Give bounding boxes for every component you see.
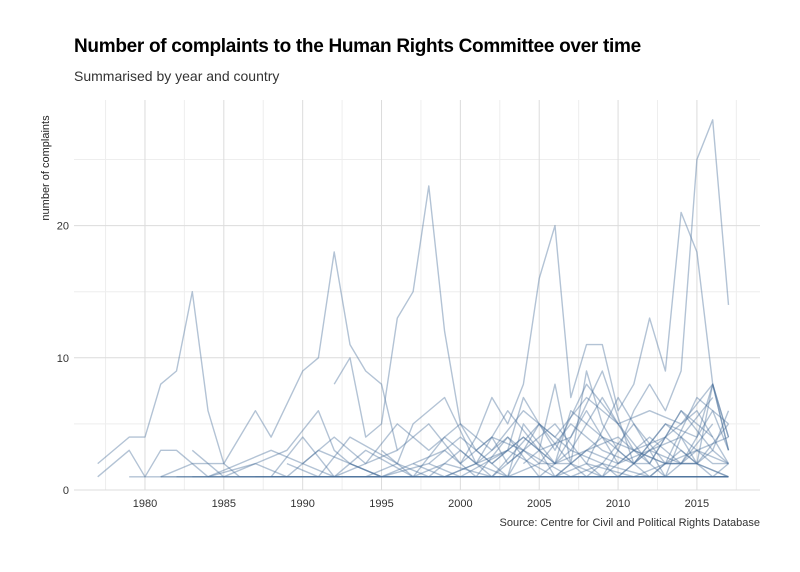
series-line-18 bbox=[507, 396, 730, 478]
x-tick-label: 2005 bbox=[527, 498, 551, 510]
x-tick-label: 1985 bbox=[212, 498, 236, 510]
series-line-14 bbox=[428, 423, 714, 465]
x-axis: 1980 1985 1990 1995 2000 2005 2010 2015 bbox=[133, 498, 709, 510]
series-line-13 bbox=[381, 370, 730, 478]
x-tick-label: 1990 bbox=[290, 498, 314, 510]
series-line-7 bbox=[538, 119, 730, 465]
chart-title: Number of complaints to the Human Rights… bbox=[74, 36, 641, 57]
series-line-2 bbox=[97, 449, 240, 478]
series-line-20 bbox=[586, 383, 730, 478]
x-tick-label: 2000 bbox=[448, 498, 472, 510]
series-line-11 bbox=[286, 396, 729, 478]
series-line-4 bbox=[191, 410, 382, 478]
x-tick-label: 2010 bbox=[606, 498, 630, 510]
series-line-10 bbox=[270, 396, 714, 478]
series-line-12 bbox=[365, 383, 730, 478]
series-line-5 bbox=[333, 185, 524, 465]
grid-lines bbox=[74, 100, 760, 491]
series-line-31 bbox=[617, 449, 729, 478]
series-line-28 bbox=[302, 449, 729, 478]
y-tick-label: 10 bbox=[57, 353, 69, 365]
series-line-29 bbox=[349, 449, 729, 478]
series-line-17 bbox=[491, 410, 729, 465]
chart-subtitle: Summarised by year and country bbox=[74, 68, 280, 84]
series-lines bbox=[97, 119, 730, 478]
series-line-9 bbox=[207, 410, 730, 478]
series-line-3 bbox=[160, 251, 398, 478]
y-axis-label: number of complaints bbox=[40, 115, 52, 221]
y-axis: 0 10 20 bbox=[57, 221, 69, 497]
series-line-32 bbox=[412, 449, 729, 478]
series-line-8 bbox=[239, 383, 730, 465]
y-tick-label: 0 bbox=[63, 485, 69, 497]
series-line-6 bbox=[459, 211, 730, 464]
series-line-15 bbox=[444, 423, 729, 478]
series-line-1 bbox=[97, 291, 241, 478]
y-tick-label: 20 bbox=[57, 221, 69, 233]
source-caption: Source: Centre for Civil and Political R… bbox=[499, 517, 760, 529]
series-line-30 bbox=[522, 449, 729, 478]
x-tick-label: 2015 bbox=[685, 498, 709, 510]
series-line-16 bbox=[475, 410, 730, 478]
series-line-19 bbox=[554, 410, 714, 478]
x-tick-label: 1980 bbox=[133, 498, 157, 510]
x-tick-label: 1995 bbox=[369, 498, 393, 510]
